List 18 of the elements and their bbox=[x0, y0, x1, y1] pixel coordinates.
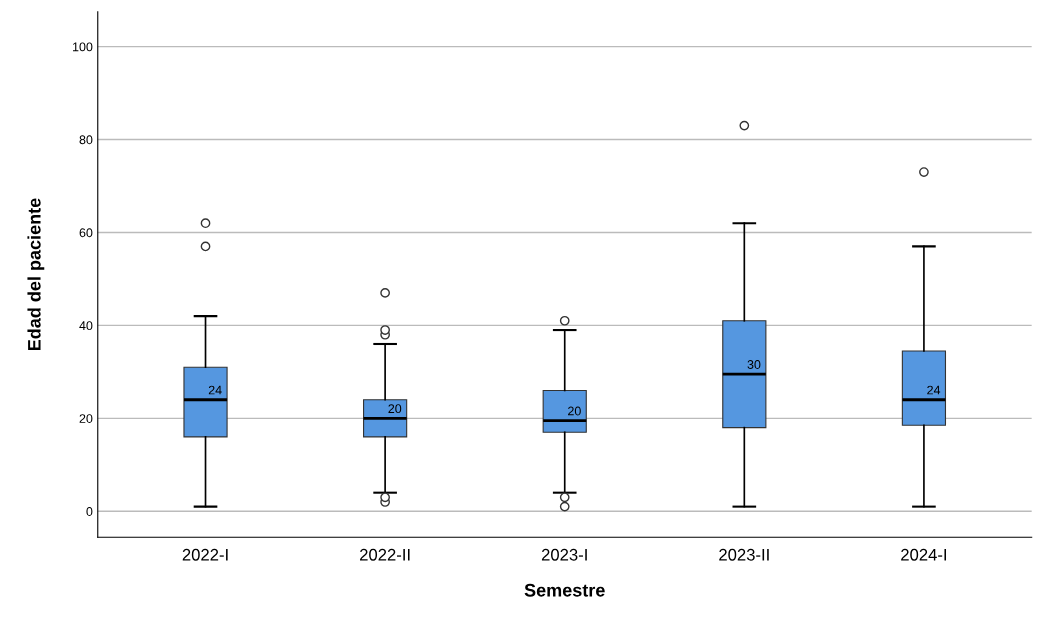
y-tick-label: 80 bbox=[79, 135, 93, 145]
x-tick-label: 2023-II bbox=[719, 548, 769, 561]
text: 24 bbox=[208, 385, 222, 395]
x-tick-label: 2022-II bbox=[360, 548, 410, 561]
y-tick-label: 100 bbox=[73, 42, 93, 52]
x-tick-label: 2024-I bbox=[901, 548, 947, 561]
y-tick-label: 0 bbox=[86, 507, 93, 516]
text: 30 bbox=[747, 360, 761, 369]
y-tick-label: 40 bbox=[79, 321, 93, 331]
y-tick-label: 20 bbox=[79, 414, 93, 423]
text: 20 bbox=[568, 406, 581, 416]
x-axis-title: Semestre bbox=[524, 583, 605, 597]
y-axis-title: Edad del paciente bbox=[27, 198, 45, 351]
x-tick-label: 2022-I bbox=[182, 548, 228, 561]
text: 24 bbox=[927, 385, 941, 395]
text: 20 bbox=[388, 404, 402, 414]
x-tick-label: 2023-I bbox=[541, 548, 587, 561]
y-tick-label: 60 bbox=[79, 228, 93, 238]
